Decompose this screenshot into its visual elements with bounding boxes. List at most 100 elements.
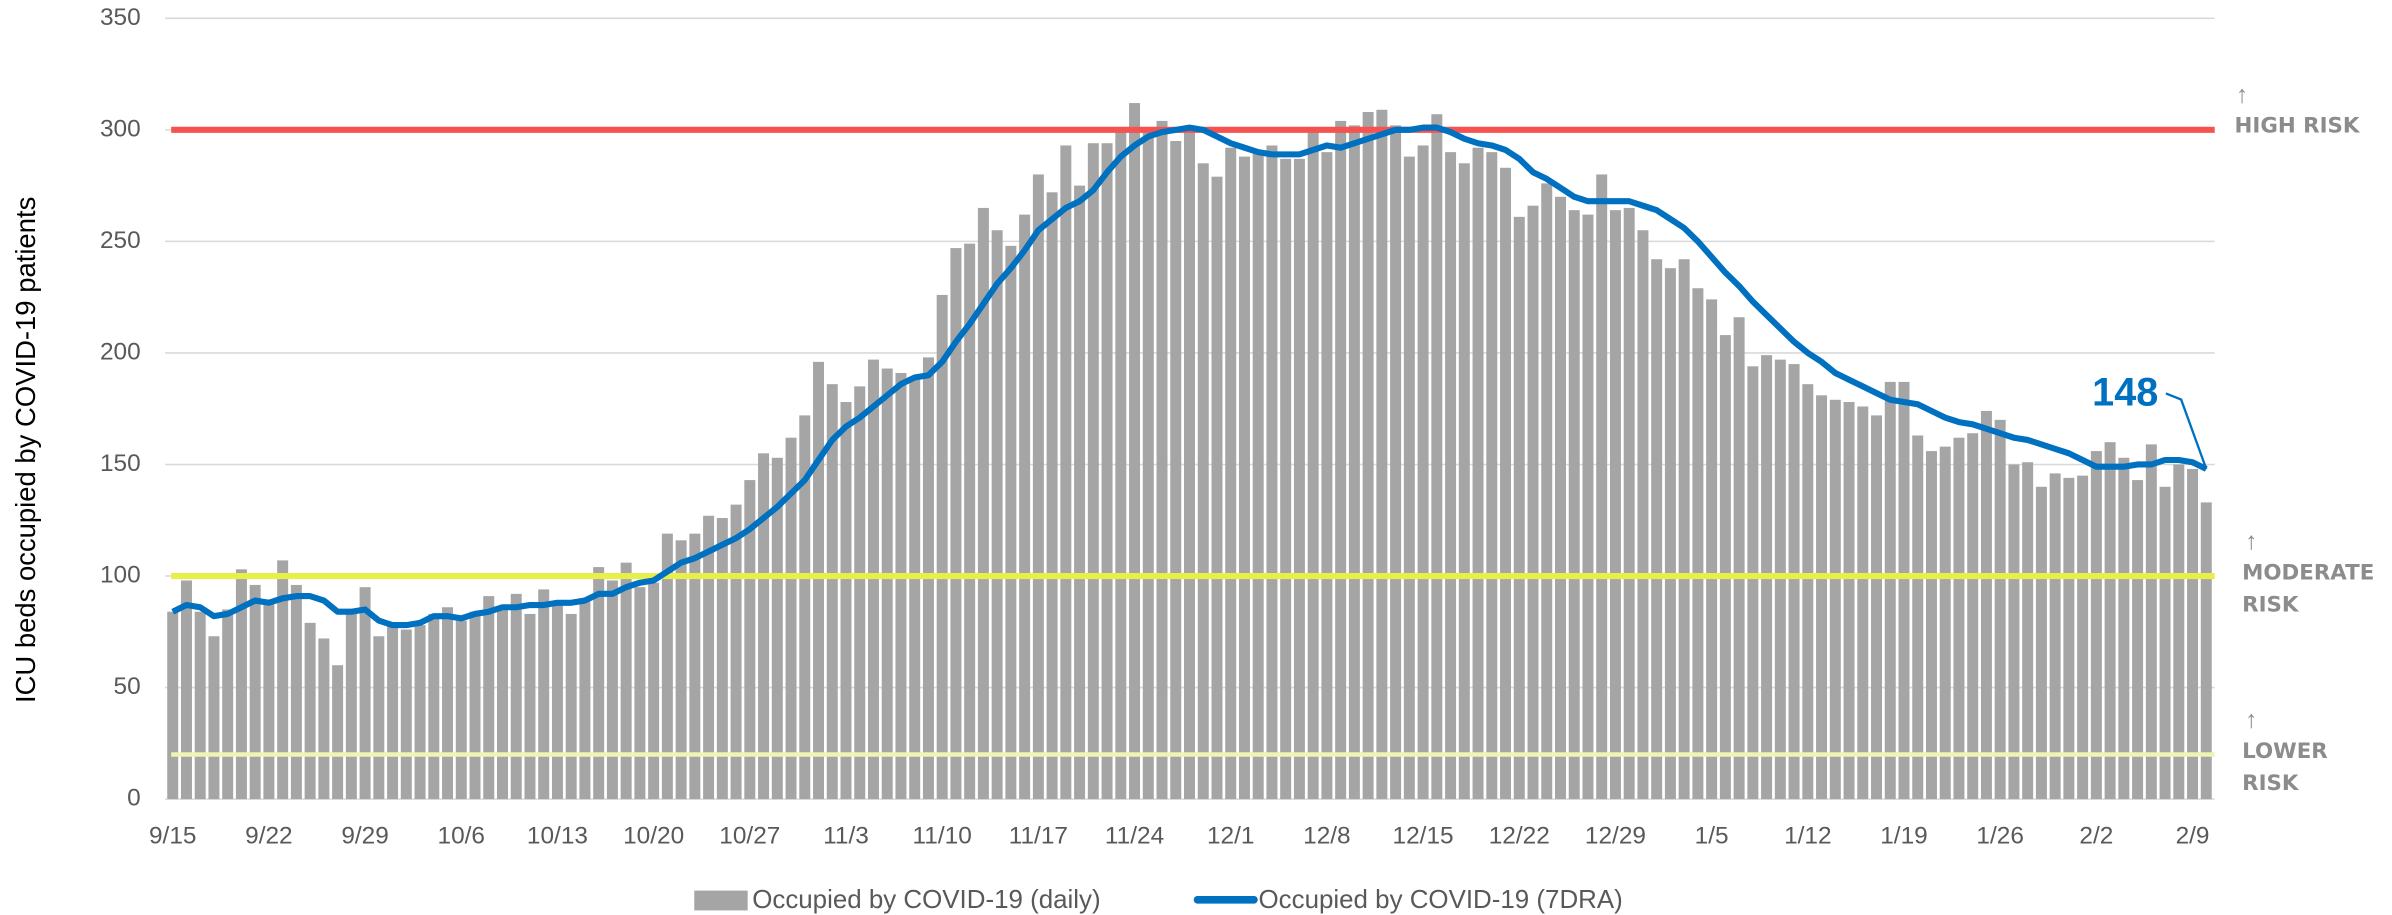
bar xyxy=(593,567,605,800)
bar xyxy=(1596,174,1608,800)
bar xyxy=(1747,366,1759,800)
bar xyxy=(1321,152,1333,800)
bar xyxy=(167,611,179,800)
bar xyxy=(1637,230,1649,800)
bar xyxy=(1651,259,1663,800)
bar xyxy=(1238,156,1250,800)
bar xyxy=(483,596,495,800)
x-tick-label: 9/29 xyxy=(341,823,388,850)
bar xyxy=(400,629,412,800)
bar xyxy=(2090,451,2102,800)
x-tick-label: 10/6 xyxy=(438,823,485,850)
bar xyxy=(1609,210,1621,800)
bar xyxy=(881,368,893,800)
x-tick-label: 2/9 xyxy=(2176,823,2210,850)
bar xyxy=(2049,473,2061,800)
bar xyxy=(1994,419,2006,800)
bar xyxy=(263,602,275,800)
threshold-arrow: ↑ xyxy=(2245,706,2257,733)
bar xyxy=(991,230,1003,800)
bar xyxy=(332,665,344,800)
bar xyxy=(1980,410,1992,800)
bar xyxy=(634,587,646,800)
bar xyxy=(565,613,577,800)
bar xyxy=(1802,384,1814,800)
x-tick-label: 12/1 xyxy=(1207,823,1254,850)
bar xyxy=(1925,451,1937,800)
bar xyxy=(2063,477,2075,800)
end-value-label: 148 xyxy=(2092,370,2158,414)
x-tick-label: 9/22 xyxy=(245,823,292,850)
bar xyxy=(648,582,660,800)
bar xyxy=(359,587,371,800)
bar xyxy=(235,569,247,800)
threshold-label-box: HIGH RISK xyxy=(2235,115,2360,139)
x-tick-label: 11/3 xyxy=(823,823,869,850)
bar xyxy=(2187,468,2199,800)
bar xyxy=(1225,147,1237,800)
bar xyxy=(936,294,948,800)
bar xyxy=(1087,143,1099,800)
bar xyxy=(689,533,701,800)
bar xyxy=(208,636,220,800)
bar xyxy=(950,248,962,800)
bar xyxy=(716,518,728,800)
bar xyxy=(1678,259,1690,800)
bar xyxy=(2008,464,2020,800)
threshold-label: MODERATE RISK xyxy=(2242,560,2375,618)
bar xyxy=(2173,464,2185,800)
x-tick-label: 10/13 xyxy=(527,823,588,850)
x-tick-label: 12/22 xyxy=(1489,823,1550,850)
x-tick-label: 10/20 xyxy=(623,823,684,850)
bar xyxy=(1252,152,1264,800)
bar xyxy=(1390,125,1402,800)
bar xyxy=(194,611,206,800)
bar xyxy=(180,580,192,800)
bar xyxy=(771,457,783,800)
bar xyxy=(538,589,550,800)
bar xyxy=(964,243,976,800)
bar xyxy=(277,560,289,800)
bar xyxy=(1170,140,1182,800)
x-tick-label: 11/24 xyxy=(1105,823,1164,850)
bar xyxy=(1857,406,1869,800)
legend-label: Occupied by COVID-19 (7DRA) xyxy=(1259,886,1623,914)
bar xyxy=(1307,129,1319,800)
bar xyxy=(414,625,426,800)
label-leader xyxy=(2165,392,2208,470)
bar xyxy=(1376,109,1388,800)
bar xyxy=(455,620,467,800)
bar xyxy=(2022,462,2034,800)
y-tick-label: 0 xyxy=(127,785,141,812)
bar xyxy=(222,609,234,800)
bar xyxy=(1527,205,1539,800)
bar xyxy=(469,611,481,800)
threshold-label-box: MODERATE RISK xyxy=(2242,560,2375,618)
bar xyxy=(1348,125,1360,800)
bar xyxy=(1431,114,1443,800)
bar xyxy=(826,384,838,800)
bar xyxy=(1733,317,1745,800)
y-tick-label: 200 xyxy=(100,338,141,365)
x-tick-label: 10/27 xyxy=(719,823,780,850)
bar xyxy=(854,386,866,800)
bar xyxy=(387,625,399,800)
bar xyxy=(2077,475,2089,800)
x-tick-label: 1/5 xyxy=(1695,823,1729,850)
bar xyxy=(1953,437,1965,800)
bar xyxy=(2132,480,2144,800)
bar xyxy=(1486,152,1498,800)
y-tick-label: 300 xyxy=(100,115,141,142)
bar xyxy=(1719,335,1731,800)
bar xyxy=(661,533,673,800)
y-tick-label: 50 xyxy=(114,673,141,700)
bar xyxy=(1142,129,1154,800)
x-tick-label: 9/15 xyxy=(149,823,196,850)
bar xyxy=(1129,103,1141,800)
x-tick-label: 1/12 xyxy=(1784,823,1831,850)
x-tick-label: 12/29 xyxy=(1585,823,1646,850)
bar xyxy=(1293,158,1305,800)
bar xyxy=(2118,457,2130,800)
bar xyxy=(1884,381,1896,800)
